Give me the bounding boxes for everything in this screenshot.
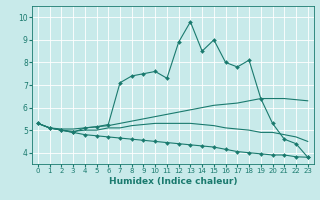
X-axis label: Humidex (Indice chaleur): Humidex (Indice chaleur): [108, 177, 237, 186]
